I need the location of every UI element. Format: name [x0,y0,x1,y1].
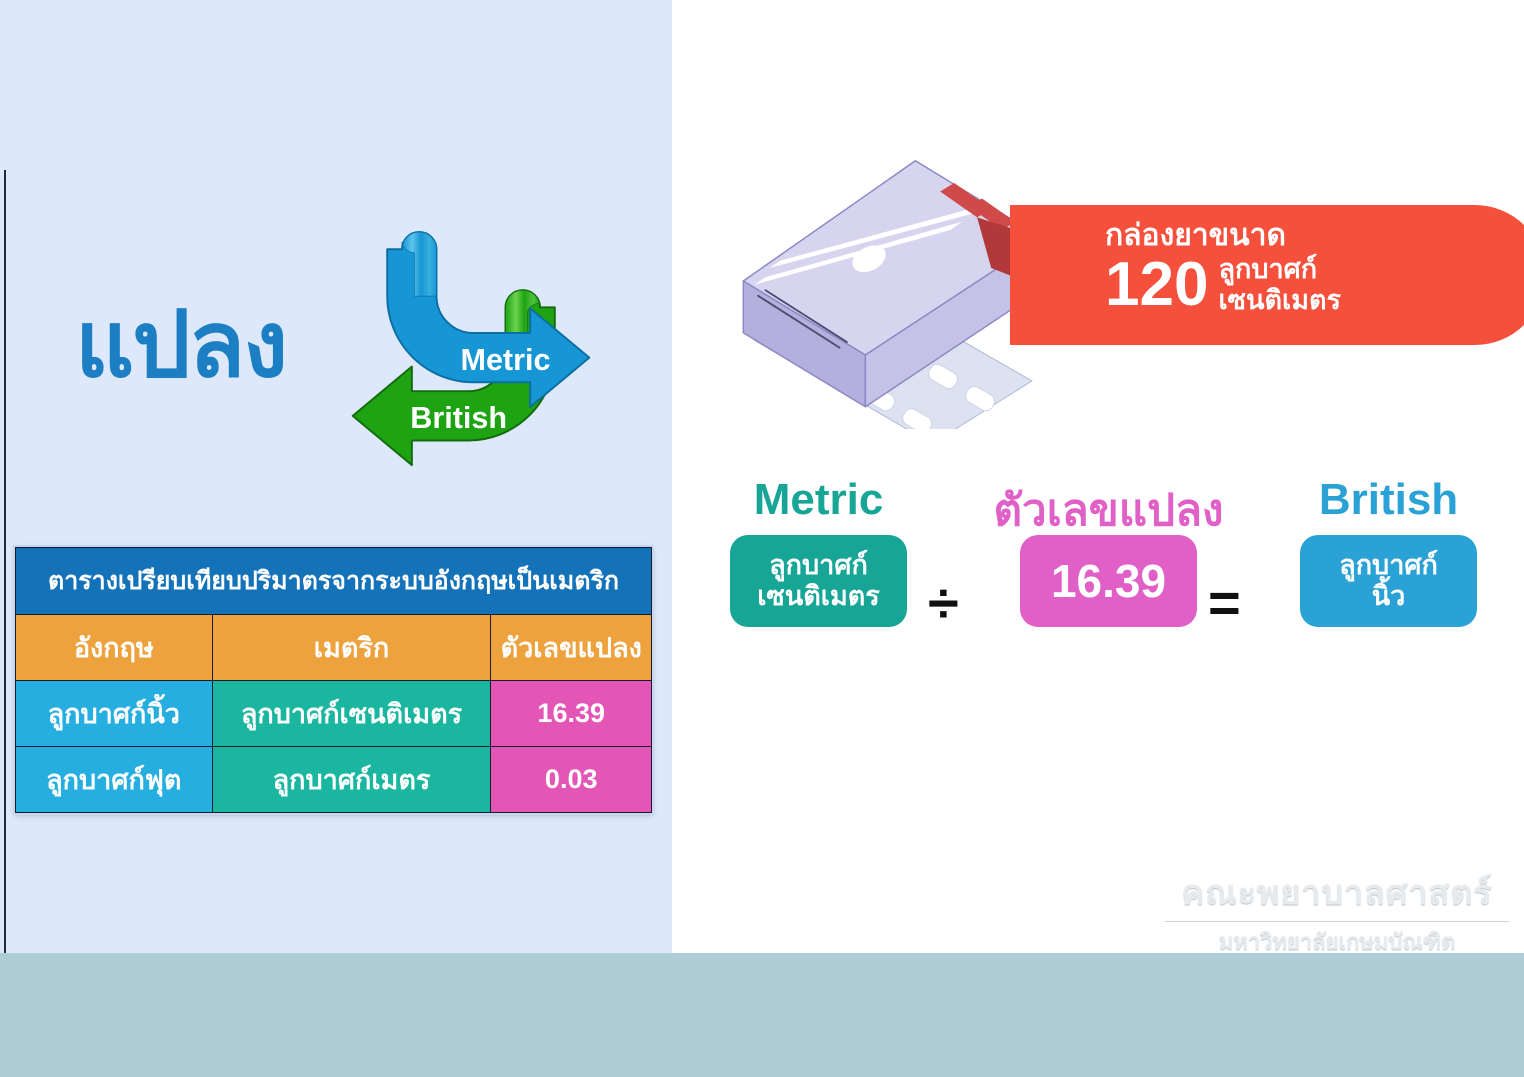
svg-text:British: British [410,401,507,435]
svg-text:Metric: Metric [461,343,551,377]
